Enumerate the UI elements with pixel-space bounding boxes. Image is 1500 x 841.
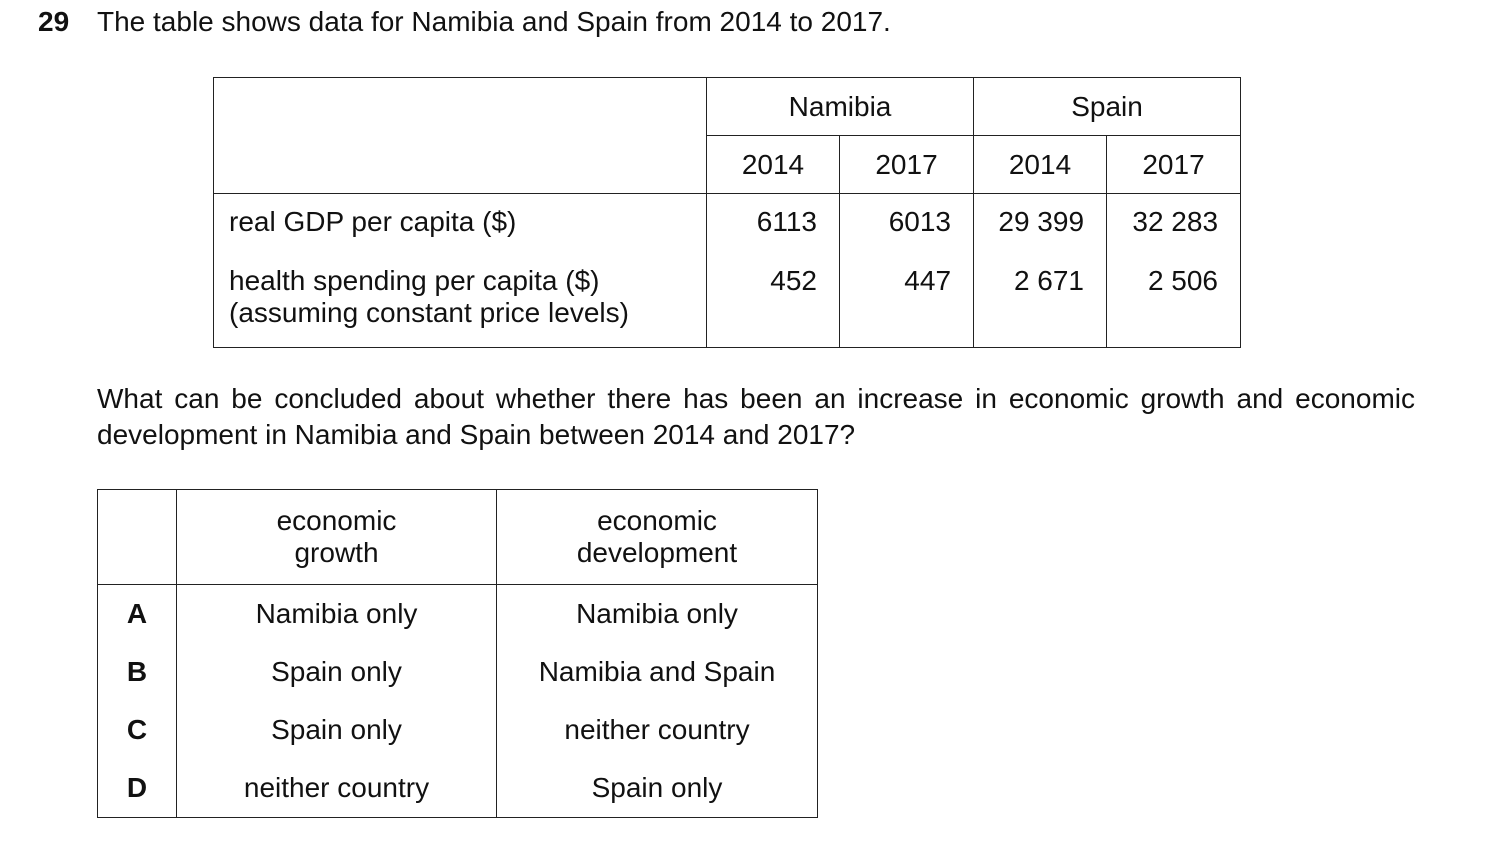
- row-label: health spending per capita ($) (assuming …: [213, 251, 707, 348]
- label-line: health spending per capita ($): [229, 264, 600, 296]
- year-header: 2017: [1106, 135, 1242, 194]
- year-header: 2017: [838, 135, 975, 194]
- value-cell: 29 399: [973, 193, 1108, 252]
- year-header: 2014: [973, 135, 1108, 194]
- option-row: B Spain only Namibia and Spain: [97, 643, 818, 701]
- header-line: economic: [276, 505, 397, 536]
- year-header: 2014: [706, 135, 840, 194]
- label-line: (assuming constant price levels): [229, 296, 629, 328]
- value-cell: 6013: [838, 193, 975, 252]
- header-line: economic: [597, 505, 717, 536]
- country-header: Namibia: [705, 77, 975, 136]
- value-cell: 32 283: [1106, 193, 1242, 252]
- value-cell: 2 506: [1106, 251, 1242, 348]
- question-text: The table shows data for Namibia and Spa…: [97, 6, 891, 37]
- option-key: C: [97, 701, 177, 759]
- data-table: Namibia Spain 2014 2017 2014 2017 real G…: [213, 77, 1242, 348]
- option-cell: Spain only: [176, 701, 497, 759]
- value-cell: 2 671: [973, 251, 1108, 348]
- label-line: real GDP per capita ($): [229, 206, 517, 237]
- blank-cell: [213, 77, 707, 194]
- option-cell: Namibia and Spain: [496, 643, 818, 701]
- option-key: D: [97, 759, 177, 818]
- option-key: B: [97, 643, 177, 701]
- blank-cell: [97, 489, 177, 585]
- option-key: A: [97, 584, 177, 643]
- option-cell: Namibia only: [176, 584, 497, 643]
- value-cell: 452: [706, 251, 840, 348]
- value-cell: 447: [838, 251, 975, 348]
- option-cell: neither country: [496, 701, 818, 759]
- option-row: C Spain only neither country: [97, 701, 818, 759]
- options-table: economic growth economic development A Namib…: [97, 489, 818, 818]
- option-row: A Namibia only Namibia only: [97, 584, 818, 643]
- question-number: 29: [38, 6, 70, 37]
- option-cell: Spain only: [176, 643, 497, 701]
- country-header: Spain: [973, 77, 1242, 136]
- header-line: growth: [294, 537, 379, 568]
- header-line: development: [576, 537, 738, 568]
- row-label: real GDP per capita ($): [213, 193, 707, 252]
- column-header: economic development: [496, 489, 818, 585]
- option-cell: neither country: [176, 759, 497, 818]
- option-cell: Spain only: [496, 759, 818, 818]
- prompt: What can be concluded about whether ther…: [97, 383, 1415, 450]
- option-cell: Namibia only: [496, 584, 818, 643]
- value-cell: 6113: [706, 193, 840, 252]
- column-header: economic growth: [176, 489, 497, 585]
